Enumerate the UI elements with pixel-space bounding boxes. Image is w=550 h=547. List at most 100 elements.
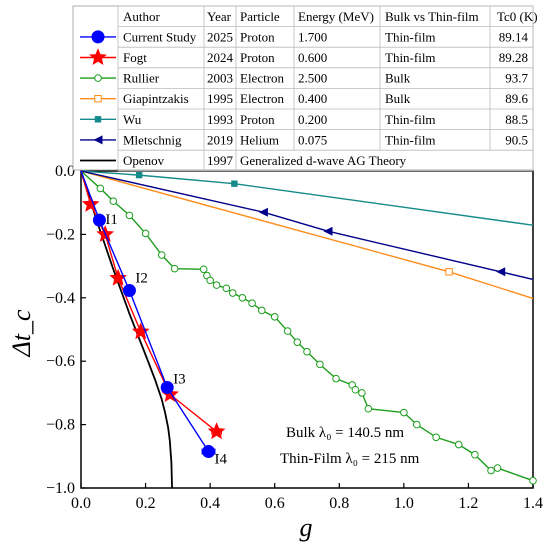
series-layer: I1 I2 I3 I4 <box>80 170 537 489</box>
data-point-rullier <box>454 440 463 449</box>
data-point-rullier <box>222 284 231 293</box>
data-point-current-study <box>92 213 106 227</box>
table-cell: 2025 <box>207 29 233 44</box>
data-point-rullier <box>248 299 256 307</box>
annotation-i1: I1 <box>105 212 118 228</box>
data-point-mletschnig <box>323 226 333 236</box>
annotation-i2: I2 <box>135 271 148 287</box>
legend-marker <box>89 48 107 66</box>
x-tick-label: 0.2 <box>136 495 156 512</box>
legend-marker <box>94 116 102 123</box>
legend-marker <box>94 74 102 82</box>
series-current-study <box>80 170 216 459</box>
data-point-rullier <box>358 389 366 397</box>
table-cell: Thin-film <box>385 29 436 44</box>
annotation-i4: I4 <box>215 452 228 468</box>
table-cell: Mletschnig <box>123 132 182 147</box>
data-point-rullier <box>170 264 179 273</box>
table-header-cell: Author <box>123 9 161 24</box>
x-tick-label: 1.0 <box>394 495 414 512</box>
data-point-rullier <box>529 476 537 485</box>
table-cell: Wu <box>123 112 142 127</box>
x-tick-label: 0.4 <box>200 495 220 512</box>
data-point-wu <box>135 171 143 179</box>
table-cell: Thin-film <box>385 50 436 65</box>
table-cell: Fogt <box>123 50 147 65</box>
table-cell: Giapintzakis <box>123 91 189 106</box>
table-cell: Current Study <box>123 29 197 44</box>
x-tick-label: 0.8 <box>329 495 349 512</box>
table-cell: 2019 <box>207 132 233 147</box>
note-bulk-lambda: Bulk λ₀ = 140.5 nm <box>286 425 404 441</box>
table-cell: Proton <box>240 50 275 65</box>
table-cell: Electron <box>240 91 285 106</box>
legend-table: Author Year Particle Energy (MeV) Bulk vs Th… <box>72 5 538 172</box>
table-cell: Openov <box>123 153 165 168</box>
table-cell: 89.14 <box>499 29 529 44</box>
table-cell: Proton <box>240 29 275 44</box>
note-thinfilm-lambda: Thin-Film λ₀ = 215 nm <box>280 451 420 467</box>
series-openov <box>80 170 173 489</box>
data-point-rullier <box>487 466 495 475</box>
data-point-current-study <box>202 445 216 459</box>
data-point-rullier <box>258 306 266 315</box>
data-point-rullier <box>364 404 373 413</box>
y-tick-label: −0.8 <box>46 417 75 434</box>
data-point-fogt <box>109 268 127 286</box>
table-cell: Thin-film <box>385 132 436 147</box>
table-cell: 1993 <box>207 112 233 127</box>
table-cell: Generalized d-wave AG Theory <box>240 153 407 168</box>
data-point-rullier <box>471 450 479 459</box>
table-header-cell: Energy (MeV) <box>298 9 374 24</box>
data-point-rullier <box>316 360 324 369</box>
x-tick-label: 0.0 <box>71 495 91 512</box>
x-tick-label: 1.2 <box>458 495 478 512</box>
table-cell: 2.500 <box>298 71 327 86</box>
table-cell: Helium <box>240 132 279 147</box>
data-point-fogt <box>131 322 150 340</box>
table-cell: 90.5 <box>505 132 528 147</box>
data-point-fogt <box>207 422 226 440</box>
data-point-current-study <box>160 381 174 395</box>
series-line-rullier <box>80 170 534 482</box>
x-tick-label: 1.4 <box>523 495 543 512</box>
table-cell: 0.400 <box>298 91 327 106</box>
data-point-current-study <box>122 284 136 298</box>
table-cell: 93.7 <box>505 71 528 86</box>
data-point-rullier <box>96 184 105 193</box>
data-point-rullier <box>238 294 247 302</box>
data-point-giapintzakis <box>445 268 453 276</box>
table-cell: 89.28 <box>499 50 528 65</box>
table-cell: Thin-film <box>385 112 436 127</box>
data-point-rullier <box>141 229 150 238</box>
table-cell: 88.5 <box>505 112 528 127</box>
data-point-rullier <box>351 385 360 394</box>
data-point-rullier <box>332 374 340 383</box>
table-cell: Proton <box>240 112 275 127</box>
table-cell: 0.075 <box>298 132 327 147</box>
table-cell: 1.700 <box>298 29 327 44</box>
data-point-rullier <box>400 408 408 417</box>
table-cell: Bulk <box>385 71 411 86</box>
x-tick-label: 0.6 <box>265 495 285 512</box>
table-cell: Rullier <box>123 71 160 86</box>
series-mletschnig <box>80 170 534 281</box>
data-point-wu <box>231 180 238 187</box>
table-cell: 0.200 <box>298 112 327 127</box>
y-tick-label: −0.6 <box>46 353 75 370</box>
table-cell: Electron <box>240 71 285 86</box>
data-point-rullier <box>125 211 134 220</box>
data-point-rullier <box>303 347 311 356</box>
data-point-rullier <box>199 265 208 274</box>
data-point-rullier <box>109 197 118 205</box>
table-cell: 2024 <box>207 50 234 65</box>
axes: 0.0 0.2 0.4 0.6 0.8 1.0 1.2 1.4 0.0 −0.2 −0.4 −0.6 −… <box>46 163 543 512</box>
data-point-rullier <box>206 276 214 285</box>
table-cell: 1997 <box>207 153 234 168</box>
data-point-rullier <box>293 338 302 346</box>
table-cell: Bulk <box>385 91 411 106</box>
data-point-rullier <box>157 251 166 259</box>
data-point-mletschnig <box>496 267 506 277</box>
data-point-rullier <box>270 313 279 321</box>
